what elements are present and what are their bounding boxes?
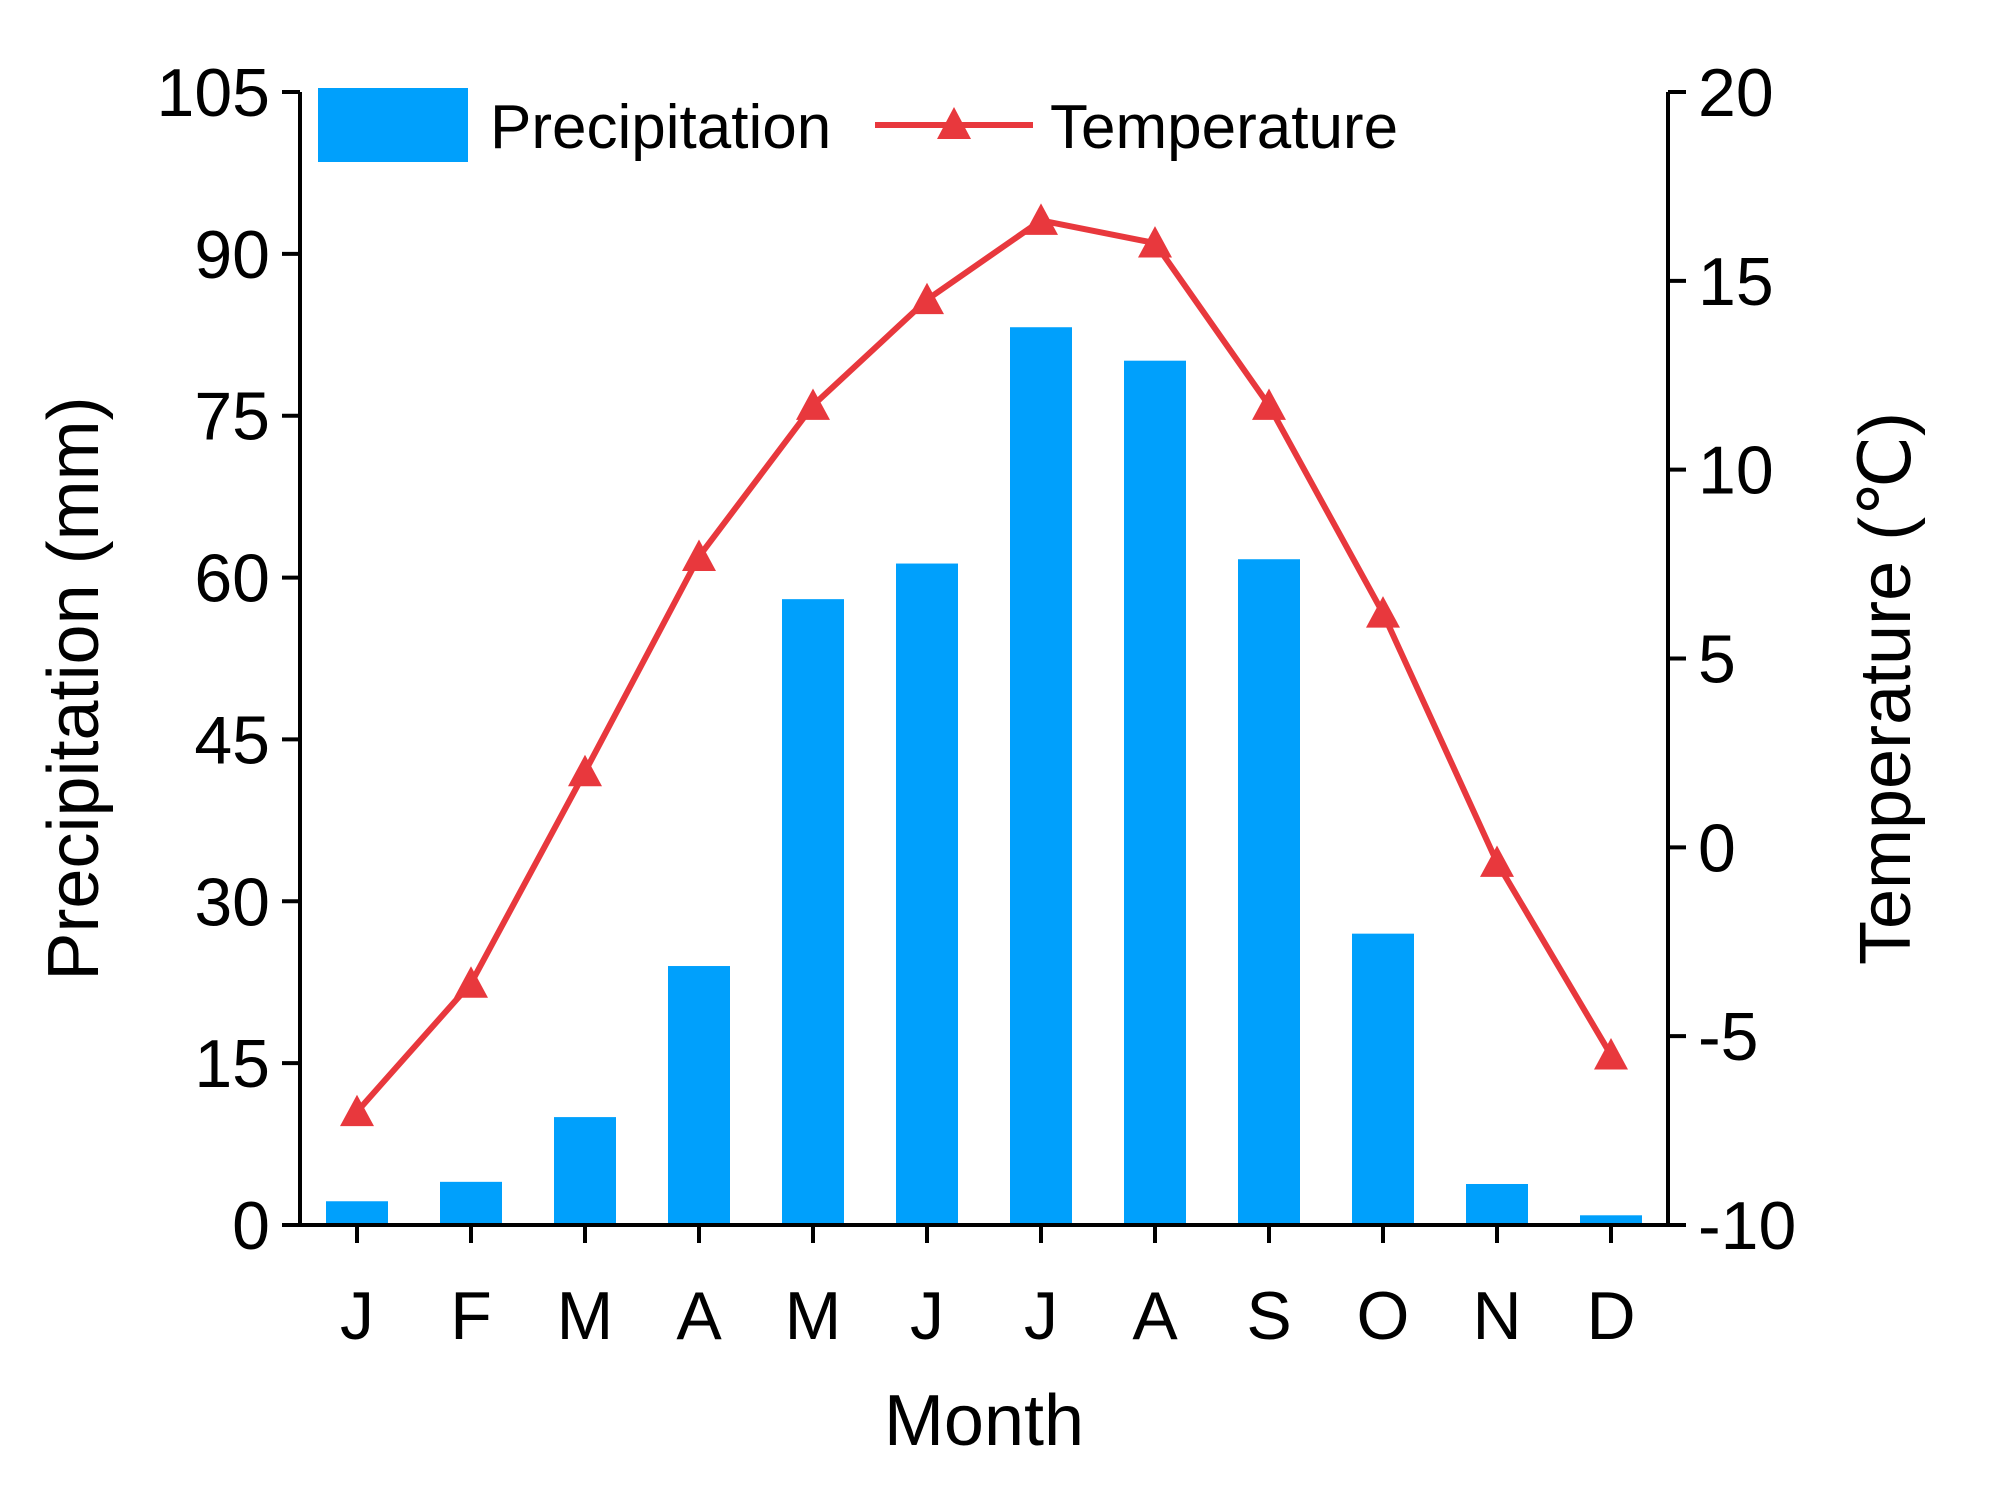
- temperature-marker-6: [910, 282, 944, 315]
- x-tick-label: O: [1357, 1278, 1410, 1354]
- temperature-marker-7: [1024, 203, 1058, 235]
- precip-bar-2: [440, 1181, 502, 1225]
- precip-bar-7: [1010, 327, 1072, 1225]
- x-axis-title: Month: [884, 1381, 1084, 1461]
- precip-bar-9: [1238, 559, 1300, 1225]
- precip-bar-11: [1466, 1183, 1528, 1225]
- temperature-marker-2: [454, 966, 488, 998]
- y2-axis-title: Temperature (℃): [1846, 412, 1926, 965]
- y-tick-label: 60: [194, 541, 270, 617]
- y-tick-label: 15: [194, 1026, 270, 1102]
- legend-precip-swatch: [318, 88, 468, 162]
- temperature-marker-5: [796, 388, 830, 420]
- legend: Precipitation Temperature: [318, 88, 1398, 162]
- precip-bar-6: [896, 563, 958, 1225]
- precip-bar-12: [1580, 1215, 1642, 1225]
- precip-bar-8: [1124, 360, 1186, 1225]
- precip-bar-10: [1352, 933, 1414, 1225]
- legend-temp-label: Temperature: [1050, 93, 1398, 162]
- x-tick-label: S: [1246, 1278, 1291, 1354]
- y-tick-label: 0: [232, 1188, 270, 1264]
- temperature-marker-3: [568, 754, 602, 787]
- y2-tick-label: 10: [1698, 433, 1774, 509]
- temperature-marker-12: [1594, 1038, 1628, 1070]
- temperature-series: [340, 203, 1628, 1127]
- y2-tick-label: 15: [1698, 244, 1774, 320]
- x-tick-label: M: [557, 1278, 614, 1354]
- temperature-line: [354, 217, 1614, 1114]
- temperature-marker-4: [682, 539, 716, 571]
- y2-tick-label: 5: [1698, 622, 1736, 698]
- x-tick-label: F: [450, 1278, 492, 1354]
- temperature-marker-8: [1138, 226, 1172, 258]
- x-tick-label: A: [676, 1278, 722, 1354]
- x-tick-label: J: [910, 1278, 944, 1354]
- temperature-marker-9: [1252, 388, 1286, 420]
- x-tick-label: A: [1132, 1278, 1178, 1354]
- temperature-marker-11: [1480, 845, 1514, 877]
- y-tick-label: 30: [194, 864, 270, 940]
- y2-tick-label: 0: [1698, 810, 1736, 886]
- temperature-marker-10: [1366, 596, 1400, 628]
- y2-tick-label: -5: [1698, 999, 1758, 1075]
- precipitation-bars: [326, 327, 1642, 1225]
- precip-bar-5: [782, 599, 844, 1225]
- y-tick-label: 75: [194, 379, 270, 455]
- precip-bar-1: [326, 1201, 388, 1225]
- y-tick-label: 90: [194, 217, 270, 293]
- x-tick-label: M: [785, 1278, 842, 1354]
- precip-bar-3: [554, 1117, 616, 1225]
- temperature-marker-1: [340, 1094, 374, 1127]
- x-tick-label: D: [1586, 1278, 1635, 1354]
- legend-precip-label: Precipitation: [490, 93, 831, 162]
- x-tick-label: J: [340, 1278, 374, 1354]
- precip-bar-4: [668, 966, 730, 1225]
- legend-temp-marker: [937, 107, 971, 139]
- y2-tick-label: -10: [1698, 1188, 1796, 1264]
- y-tick-label: 105: [157, 55, 270, 131]
- y2-tick-label: 20: [1698, 55, 1774, 131]
- y-axis-title: Precipitation (mm): [34, 396, 114, 980]
- x-tick-label: J: [1024, 1278, 1058, 1354]
- y-tick-label: 45: [194, 702, 270, 778]
- x-tick-label: N: [1472, 1278, 1521, 1354]
